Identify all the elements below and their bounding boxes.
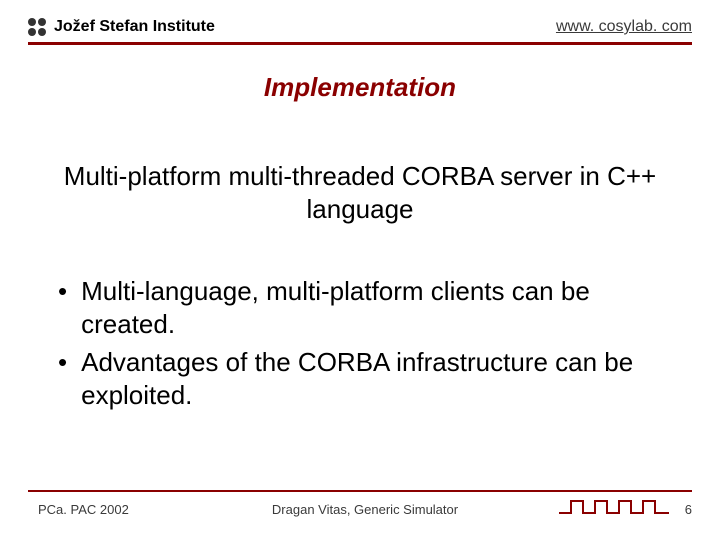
bullet-icon: • (58, 275, 67, 308)
footer-left: PCa. PAC 2002 (38, 502, 129, 517)
bullet-text: Advantages of the CORBA infrastructure c… (81, 346, 680, 411)
list-item: • Multi-language, multi-platform clients… (58, 275, 680, 340)
bullet-list: • Multi-language, multi-platform clients… (58, 275, 680, 417)
bullet-text: Multi-language, multi-platform clients c… (81, 275, 680, 340)
website-link[interactable]: www. cosylab. com (556, 18, 692, 36)
footer: PCa. PAC 2002 Dragan Vitas, Generic Simu… (38, 498, 692, 520)
institute-name: Jožef Stefan Institute (54, 18, 215, 36)
header: Jožef Stefan Institute www. cosylab. com (28, 18, 692, 36)
slide: Jožef Stefan Institute www. cosylab. com… (0, 0, 720, 540)
slide-title: Implementation (0, 72, 720, 103)
bullet-icon: • (58, 346, 67, 379)
footer-right: 6 (559, 498, 692, 520)
wave-icon (559, 498, 669, 520)
header-left: Jožef Stefan Institute (28, 18, 215, 36)
logo-dots-icon (28, 18, 46, 36)
footer-divider (28, 490, 692, 492)
slide-subtitle: Multi-platform multi-threaded CORBA serv… (38, 160, 682, 225)
list-item: • Advantages of the CORBA infrastructure… (58, 346, 680, 411)
page-number: 6 (685, 502, 692, 517)
header-divider (28, 42, 692, 45)
